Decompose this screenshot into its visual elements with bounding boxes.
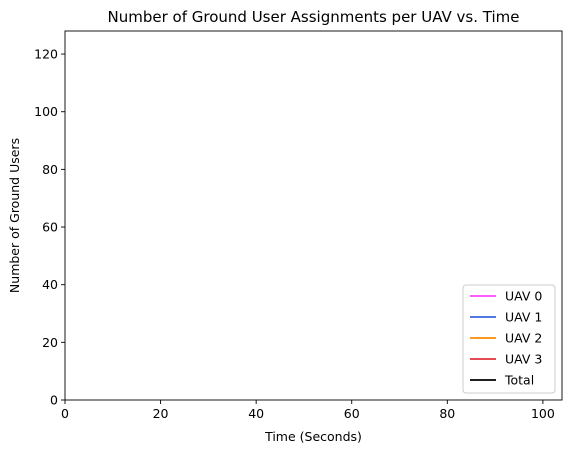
legend-label: UAV 2: [505, 331, 542, 346]
y-tick-label: 60: [42, 220, 58, 235]
x-tick-label: 20: [153, 406, 169, 421]
y-tick-label: 0: [50, 393, 58, 408]
y-tick-label: 120: [34, 47, 58, 62]
legend: UAV 0 UAV 1 UAV 2 UAV 3 Total: [462, 284, 556, 394]
legend-label: Total: [504, 373, 534, 388]
y-tick-label: 40: [42, 277, 58, 292]
x-tick-label: 0: [61, 406, 69, 421]
y-tick-label: 100: [34, 104, 58, 119]
x-tick-label: 100: [531, 406, 555, 421]
y-axis-ticks: 0 20 40 60 80 100 120: [34, 47, 65, 408]
x-axis-ticks: 0 20 40 60 80 100: [61, 400, 555, 421]
x-axis-label: Time (Seconds): [264, 429, 362, 444]
y-tick-label: 20: [42, 335, 58, 350]
legend-box: [462, 284, 556, 394]
x-tick-label: 40: [248, 406, 264, 421]
x-tick-label: 80: [439, 406, 455, 421]
legend-label: UAV 3: [505, 352, 542, 367]
chart-title: Number of Ground User Assignments per UA…: [108, 8, 520, 26]
y-tick-label: 80: [42, 162, 58, 177]
plot-frame: [64, 30, 563, 401]
y-axis-label: Number of Ground Users: [7, 138, 22, 293]
x-tick-label: 60: [344, 406, 360, 421]
legend-label: UAV 1: [505, 310, 542, 325]
legend-label: UAV 0: [505, 289, 542, 304]
